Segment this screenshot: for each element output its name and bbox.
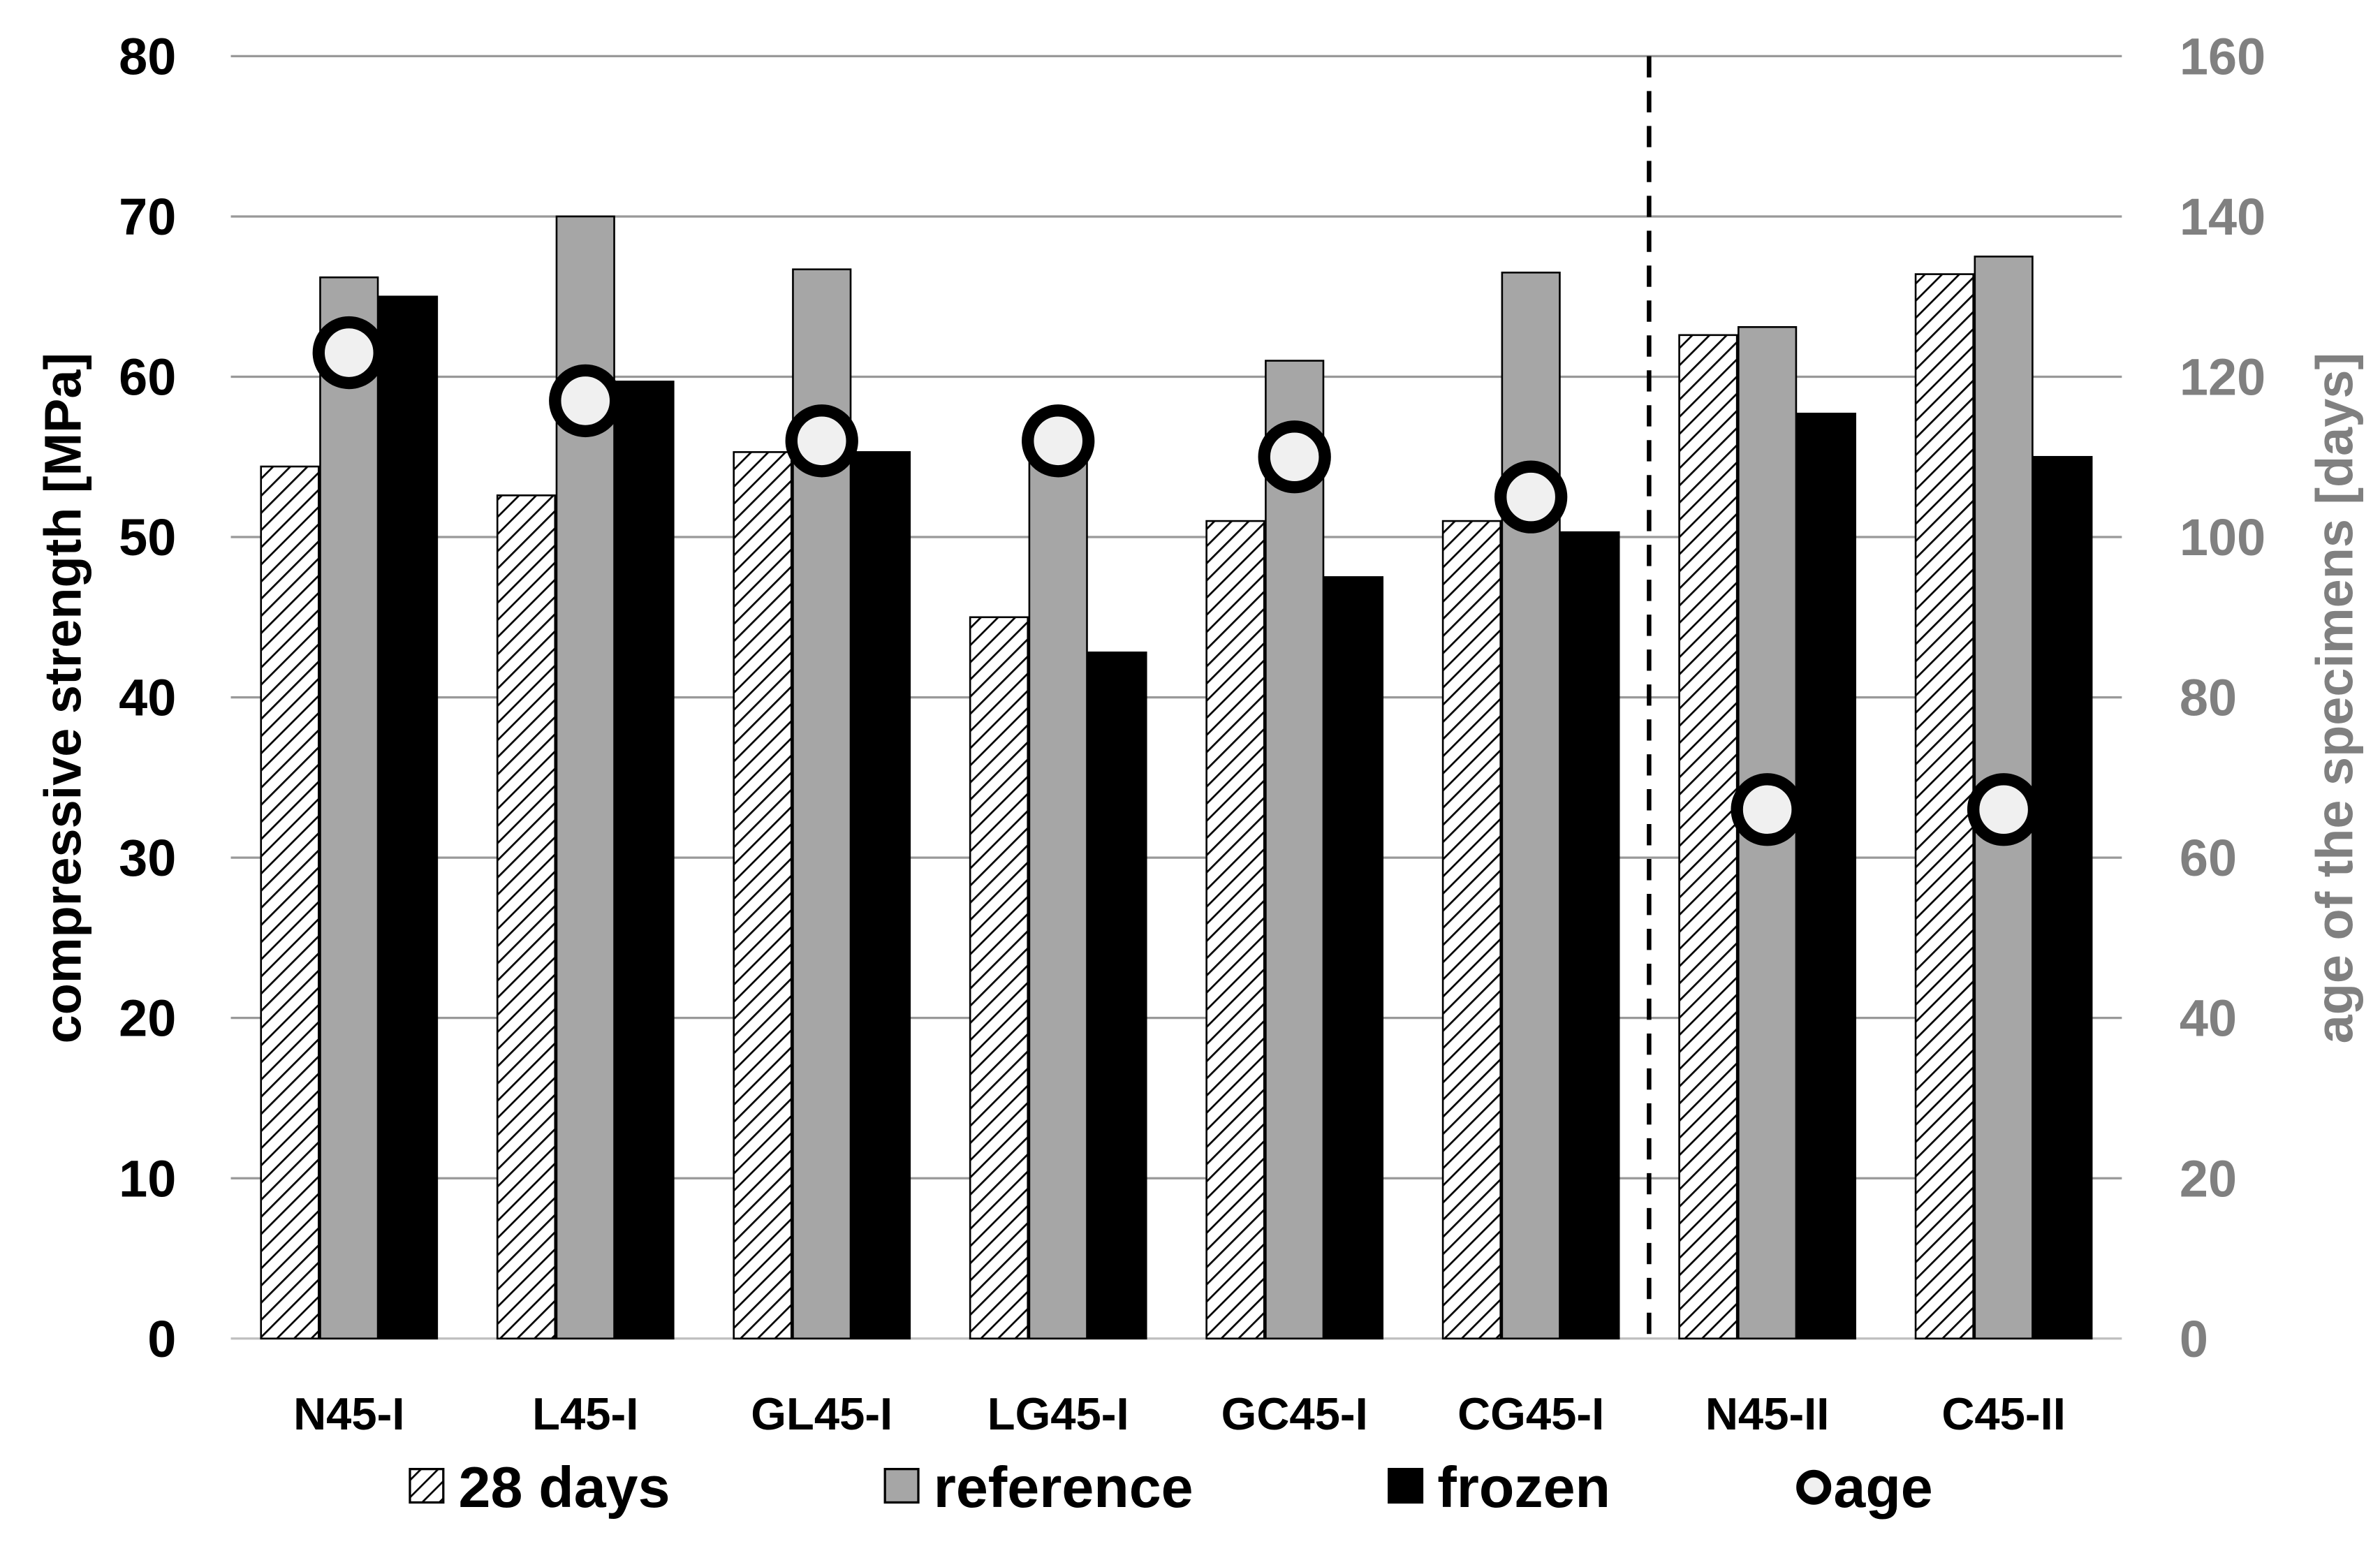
bar-frozen <box>1560 531 1620 1340</box>
right-tick-label: 100 <box>2180 508 2265 566</box>
legend-swatch-28-days <box>409 1468 445 1504</box>
right-tick-label: 140 <box>2180 188 2265 246</box>
age-marker <box>312 316 385 390</box>
bars <box>260 215 2093 1340</box>
right-tick-label: 0 <box>2180 1310 2208 1368</box>
age-marker <box>1022 404 1095 478</box>
bar-28-days <box>1678 334 1738 1340</box>
bar-reference <box>1265 360 1325 1340</box>
right-tick-label: 20 <box>2180 1149 2237 1207</box>
age-marker <box>785 404 858 478</box>
bar-frozen <box>1323 576 1384 1340</box>
left-tick-label: 30 <box>119 829 176 887</box>
right-tick-label: 80 <box>2180 669 2237 727</box>
legend-label: age <box>1833 1455 1932 1520</box>
bar-28-days <box>1441 520 1501 1340</box>
bar-frozen <box>851 451 911 1340</box>
category-label: L45-I <box>532 1388 638 1439</box>
age-marker <box>1258 420 1331 494</box>
legend-swatch-age <box>1796 1469 1832 1505</box>
legend-label: frozen <box>1437 1455 1610 1520</box>
right-tick-label: 160 <box>2180 27 2265 85</box>
left-tick-label: 20 <box>119 990 176 1048</box>
bar-reference <box>1028 455 1088 1340</box>
legend-swatch-reference <box>883 1468 920 1504</box>
category-label: CG45-I <box>1457 1388 1604 1439</box>
bar-frozen <box>1796 412 1856 1340</box>
category-label: LG45-I <box>987 1388 1129 1439</box>
category-label: N45-II <box>1705 1388 1830 1439</box>
category-label: C45-II <box>1941 1388 2066 1439</box>
left-tick-label: 50 <box>119 508 176 566</box>
legend-label: reference <box>934 1455 1193 1520</box>
left-tick-label: 80 <box>119 27 176 85</box>
bar-28-days <box>496 494 557 1340</box>
left-tick-label: 10 <box>119 1149 176 1207</box>
bar-28-days <box>969 616 1029 1340</box>
bar-28-days <box>260 465 320 1340</box>
bar-28-days <box>1205 520 1265 1340</box>
bar-frozen <box>1087 652 1147 1340</box>
left-tick-label: 40 <box>119 669 176 727</box>
category-label: GC45-I <box>1221 1388 1368 1439</box>
bar-reference <box>1501 271 1561 1340</box>
bar-frozen <box>615 381 675 1340</box>
left-tick-label: 70 <box>119 188 176 246</box>
bar-frozen <box>378 295 439 1340</box>
legend-swatch-frozen <box>1388 1468 1424 1504</box>
age-marker <box>549 364 622 438</box>
right-axis-ticks: 0 20 40 60 80 100 120 140 160 <box>2180 27 2265 1367</box>
age-marker <box>1494 460 1568 534</box>
category-label: GL45-I <box>751 1388 892 1439</box>
age-marker <box>1731 773 1804 846</box>
left-axis-ticks: 0 10 20 30 40 50 60 70 80 <box>119 27 176 1367</box>
legend: 28 days reference frozen age <box>409 1455 1933 1520</box>
age-markers <box>312 316 2041 846</box>
right-tick-label: 40 <box>2180 990 2237 1048</box>
age-marker <box>1967 773 2041 846</box>
x-axis-ticks: N45-I L45-I GL45-I LG45-I GC45-I CG45-I N45-II… <box>293 1388 2066 1439</box>
left-axis-title: compressive strength [MPa] <box>34 353 91 1043</box>
bar-frozen <box>2033 455 2093 1340</box>
bar-28-days <box>1914 273 1974 1340</box>
left-tick-label: 60 <box>119 348 176 406</box>
category-label: N45-I <box>293 1388 404 1439</box>
right-tick-label: 60 <box>2180 829 2237 887</box>
bar-reference <box>319 276 379 1340</box>
right-axis-title: age of the specimens [days] <box>2306 353 2364 1043</box>
right-tick-label: 120 <box>2180 348 2265 406</box>
legend-label: 28 days <box>459 1455 670 1520</box>
bar-28-days <box>733 451 793 1340</box>
left-tick-label: 0 <box>147 1310 176 1368</box>
